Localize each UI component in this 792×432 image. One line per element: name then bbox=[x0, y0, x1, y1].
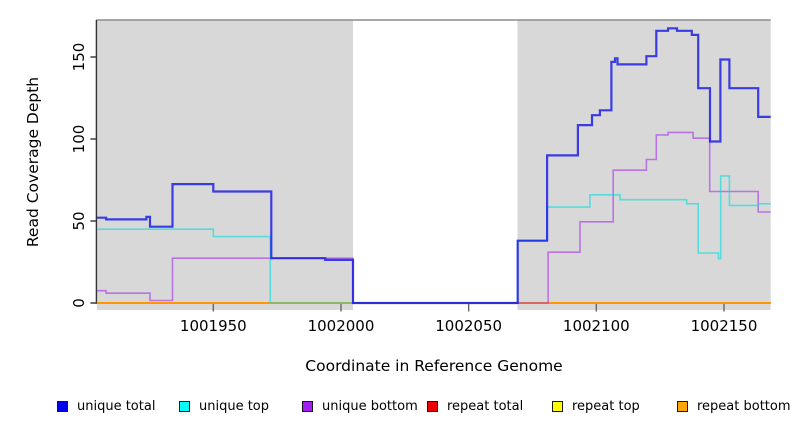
legend-label: repeat top bbox=[572, 398, 640, 414]
legend-item-repeat-bottom: repeat bottom bbox=[677, 398, 791, 414]
legend-swatch-unique-bottom bbox=[302, 400, 313, 412]
legend: unique total unique top unique bottom repea… bbox=[0, 399, 792, 423]
x-tick-label: 1002150 bbox=[691, 317, 758, 335]
legend-swatch-unique-total bbox=[57, 400, 68, 412]
y-tick-label: 50 bbox=[70, 211, 88, 230]
x-axis-title: Coordinate in Reference Genome bbox=[305, 357, 563, 375]
y-tick-label: 100 bbox=[70, 125, 88, 154]
legend-label: unique bottom bbox=[322, 398, 418, 414]
x-tick-label: 1001950 bbox=[180, 317, 247, 335]
x-tick-label: 1002050 bbox=[435, 317, 502, 335]
x-tick-label: 1002000 bbox=[308, 317, 375, 335]
legend-swatch-unique-top bbox=[179, 400, 190, 412]
legend-swatch-repeat-total bbox=[427, 400, 438, 412]
x-tick-label: 1002100 bbox=[563, 317, 630, 335]
coverage-plot: 0 50 100 150 1001950 1002000 1002050 1002100 100… bbox=[70, 19, 771, 335]
legend-item-repeat-top: repeat top bbox=[552, 398, 640, 414]
series-line-unique-bottom bbox=[96, 131, 771, 304]
legend-label: unique total bbox=[77, 398, 156, 414]
y-tick-label: 0 bbox=[70, 298, 88, 308]
y-tick-label: 150 bbox=[70, 43, 88, 72]
legend-item-unique-bottom: unique bottom bbox=[302, 398, 418, 414]
legend-label: repeat total bbox=[447, 398, 524, 414]
series-line-unique-total bbox=[96, 27, 771, 305]
legend-swatch-repeat-bottom bbox=[677, 400, 688, 412]
legend-item-unique-total: unique total bbox=[57, 398, 156, 414]
coverage-gap-band bbox=[353, 20, 518, 310]
legend-label: repeat bottom bbox=[697, 398, 791, 414]
series-line-unique-top bbox=[96, 175, 771, 304]
legend-label: unique top bbox=[199, 398, 270, 414]
legend-swatch-repeat-top bbox=[552, 400, 563, 412]
y-axis-title: Read Coverage Depth bbox=[24, 76, 42, 248]
legend-item-unique-top: unique top bbox=[179, 398, 270, 414]
legend-item-repeat-total: repeat total bbox=[427, 398, 524, 414]
